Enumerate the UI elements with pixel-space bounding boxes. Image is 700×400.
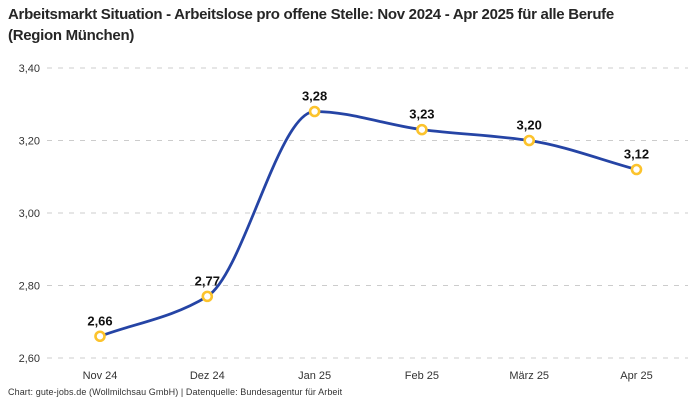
data-point-marker [523,134,536,147]
data-point-marker [630,163,643,176]
data-point-label: 3,23 [409,107,434,122]
data-point-label: 3,28 [302,89,327,104]
data-point-label: 2,77 [195,273,220,288]
data-point-marker [308,105,321,118]
x-axis-tick-label: Jan 25 [298,370,331,382]
y-axis-tick-label: 3,20 [19,136,40,148]
x-axis-tick-label: März 25 [509,370,549,382]
y-axis-tick-label: 2,80 [19,281,40,293]
data-point-label: 3,12 [624,147,649,162]
y-axis-tick-label: 3,40 [19,63,40,75]
chart-credit: Chart: gute-jobs.de (Wollmilchsau GmbH) … [8,387,343,397]
x-axis-tick-label: Nov 24 [83,370,118,382]
x-axis-tick-label: Feb 25 [405,370,439,382]
data-point-label: 3,20 [517,118,542,133]
data-line [98,110,638,338]
data-point-marker [94,330,106,343]
x-axis-tick-label: Dez 24 [190,370,225,382]
data-point-label: 2,66 [87,313,112,328]
x-axis-tick-label: Apr 25 [620,370,652,382]
chart-title: Arbeitsmarkt Situation - Arbeitslose pro… [8,6,614,44]
data-point-marker [416,123,428,136]
y-axis-tick-label: 3,00 [19,208,40,220]
data-point-marker [201,290,214,303]
y-axis-tick-label: 2,60 [19,353,40,365]
